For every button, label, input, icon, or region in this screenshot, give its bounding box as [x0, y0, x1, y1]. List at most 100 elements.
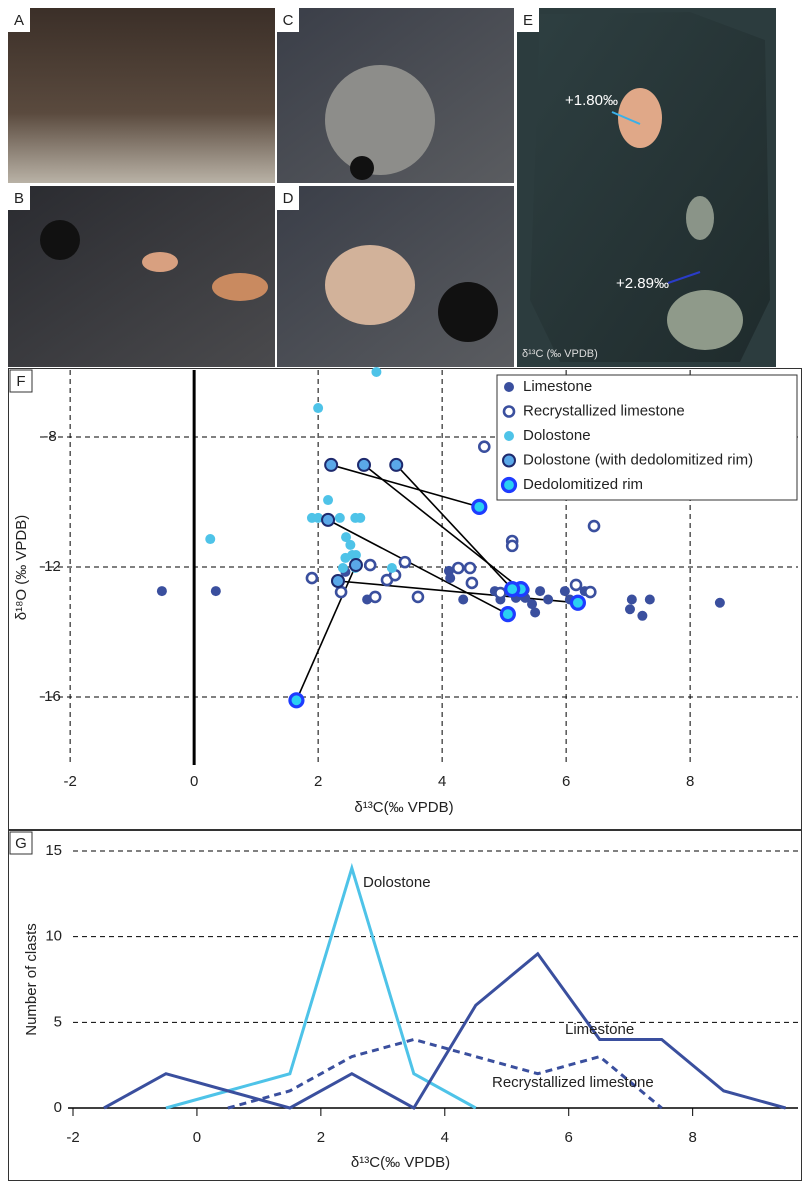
x-tick-label: 4 — [441, 1129, 449, 1146]
x-tick-label: 6 — [562, 773, 570, 790]
x-tick-label: 0 — [193, 1129, 201, 1146]
legend-marker — [503, 479, 516, 492]
marker — [625, 604, 635, 614]
marker — [501, 608, 514, 621]
y-tick-label: 15 — [45, 842, 62, 859]
marker — [571, 580, 581, 590]
series-label: Dolostone — [363, 874, 431, 891]
clast — [667, 290, 743, 350]
marker — [535, 586, 545, 596]
y-axis-title: δ¹⁸O (‰ VPDB) — [13, 515, 30, 621]
series-label: Limestone — [565, 1021, 634, 1038]
marker — [365, 560, 375, 570]
marker — [307, 573, 317, 583]
legend-marker — [504, 407, 514, 417]
marker — [371, 367, 381, 377]
lens-cap — [438, 282, 498, 342]
marker — [350, 559, 362, 571]
clast — [212, 273, 268, 301]
marker — [637, 611, 647, 621]
photo-annotation: +1.80‰ — [565, 92, 618, 109]
marker — [571, 596, 584, 609]
marker — [465, 563, 475, 573]
photo-annotation: +2.89‰ — [616, 275, 669, 292]
marker — [467, 578, 477, 588]
marker — [506, 583, 519, 596]
marker — [387, 563, 397, 573]
series-label: Recrystallized limestone — [492, 1074, 654, 1091]
x-tick-label: 6 — [565, 1129, 573, 1146]
marker — [332, 575, 344, 587]
x-tick-label: 4 — [438, 773, 446, 790]
marker — [325, 459, 337, 471]
photo-label: A — [14, 12, 24, 29]
marker — [340, 553, 350, 563]
marker — [645, 595, 655, 605]
photo-a — [8, 8, 275, 183]
legend-label: Dolostone — [523, 427, 591, 444]
lens-cap — [350, 156, 374, 180]
photo-panels: A B C D E +1.80‰ +2.89‰ δ¹³C (‰ VPDB) — [8, 8, 776, 367]
photo-label: C — [283, 12, 294, 29]
photo-annotation: δ¹³C (‰ VPDB) — [522, 348, 598, 360]
x-axis-title: δ¹³C(‰ VPDB) — [354, 799, 453, 816]
clast — [325, 65, 435, 175]
x-tick-label: 0 — [190, 773, 198, 790]
legend-marker — [504, 382, 514, 392]
x-tick-label: -2 — [66, 1129, 79, 1146]
marker — [323, 495, 333, 505]
marker — [543, 595, 553, 605]
marker — [479, 442, 489, 452]
clast — [325, 245, 415, 325]
y-tick-label: 5 — [54, 1013, 62, 1030]
figure: A B C D E +1.80‰ +2.89‰ δ¹³C (‰ VPDB) F-… — [0, 0, 803, 1181]
marker — [445, 573, 455, 583]
y-tick-label: -12 — [39, 558, 61, 575]
marker — [400, 557, 410, 567]
marker — [358, 459, 370, 471]
lens-cap — [40, 220, 80, 260]
marker — [157, 586, 167, 596]
marker — [715, 598, 725, 608]
marker — [336, 587, 346, 597]
marker — [322, 514, 334, 526]
marker — [627, 595, 637, 605]
marker — [355, 513, 365, 523]
marker — [473, 500, 486, 513]
x-tick-label: 2 — [317, 1129, 325, 1146]
connector — [296, 565, 356, 700]
x-axis-title: δ¹³C(‰ VPDB) — [351, 1154, 450, 1171]
legend-label: Recrystallized limestone — [523, 402, 685, 419]
marker — [458, 595, 468, 605]
series-line — [104, 954, 786, 1108]
legend-label: Dedolomitized rim — [523, 476, 643, 493]
marker — [495, 588, 505, 598]
y-tick-label: -8 — [43, 428, 56, 445]
panel-label: F — [16, 373, 25, 390]
marker — [335, 513, 345, 523]
connector — [331, 465, 479, 507]
y-tick-label: 0 — [54, 1099, 62, 1116]
marker — [413, 592, 423, 602]
marker — [211, 586, 221, 596]
y-tick-label: -16 — [39, 688, 61, 705]
legend-marker — [503, 455, 515, 467]
marker — [370, 592, 380, 602]
marker — [338, 563, 348, 573]
legend-label: Limestone — [523, 378, 592, 395]
x-tick-label: 8 — [688, 1129, 696, 1146]
marker — [560, 586, 570, 596]
photo-label: D — [283, 190, 294, 207]
photo-label: B — [14, 190, 24, 207]
x-tick-label: -2 — [63, 773, 76, 790]
legend-label: Dolostone (with dedolomitized rim) — [523, 451, 753, 468]
marker — [205, 534, 215, 544]
y-axis-title: Number of clasts — [23, 923, 40, 1036]
marker — [345, 540, 355, 550]
marker — [507, 541, 517, 551]
marker — [585, 587, 595, 597]
y-tick-label: 10 — [45, 928, 62, 945]
marker — [290, 694, 303, 707]
clast — [686, 196, 714, 240]
x-tick-label: 8 — [686, 773, 694, 790]
